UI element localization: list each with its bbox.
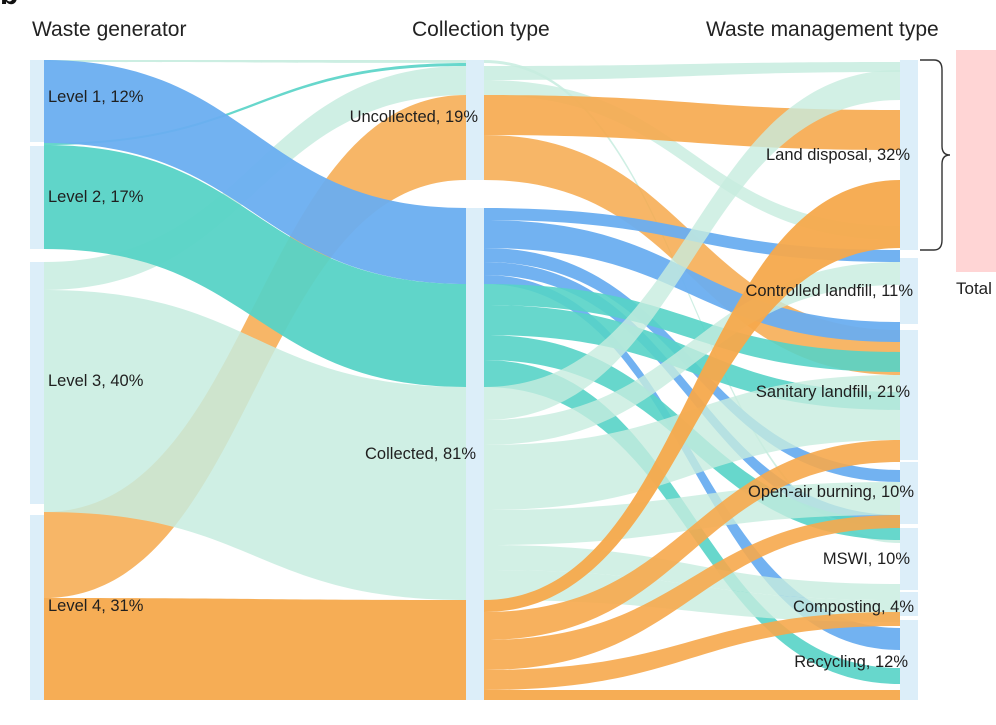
node-level-3	[30, 262, 44, 504]
flow-generator-collection-1	[44, 63, 466, 145]
flow-collection-management-21	[484, 440, 900, 640]
flow-collection-management-10	[484, 284, 900, 372]
generator-label-level-1: Level 1, 12%	[48, 88, 144, 106]
management-label-land-disposal: Land disposal, 32%	[765, 146, 910, 164]
node-management-5	[900, 592, 918, 616]
node-management-3	[900, 462, 918, 524]
flow-collection-management-17	[484, 482, 900, 545]
node-management-2	[900, 330, 918, 460]
collection-label-collected: Collected, 81%	[365, 445, 476, 463]
flow-collection-management-23	[484, 612, 900, 690]
total-indicator	[920, 50, 996, 272]
node-management-6	[900, 620, 918, 700]
flow-collection-management-16	[484, 375, 900, 510]
flow-collection-management-6	[484, 220, 900, 342]
node-level-1	[30, 60, 44, 142]
flow-collection-management-22	[484, 515, 900, 670]
node-management-4	[900, 528, 918, 590]
flow-collection-management-24	[484, 690, 900, 700]
header-waste-generator: Waste generator	[32, 18, 187, 41]
flow-collection-management-20	[484, 180, 900, 612]
node-uncollected	[466, 60, 484, 180]
management-label-sanitary-landfill: Sanitary landfill, 21%	[755, 383, 910, 401]
node-management-1	[900, 258, 918, 324]
management-label-open-air-burning: Open-air burning, 10%	[747, 483, 914, 501]
generator-label-level-4: Level 4, 31%	[48, 597, 144, 615]
header-collection-type: Collection type	[412, 18, 550, 41]
management-label-composting: Composting, 4%	[792, 598, 914, 616]
flow-collection-management-0	[484, 60, 900, 543]
total-label: Total	[956, 279, 992, 298]
flow-generator-collection-0	[44, 60, 466, 63]
sankey-nodes	[30, 60, 918, 700]
land-disposal-bracket	[920, 59, 951, 251]
generator-to-collection-flows	[44, 60, 466, 700]
flow-collection-management-2	[484, 80, 900, 240]
flow-collection-management-1	[484, 62, 900, 80]
panel-label: b	[0, 0, 18, 12]
node-level-4	[30, 515, 44, 700]
flow-generator-collection-4	[44, 60, 466, 284]
management-label-controlled-landfill: Controlled landfill, 11%	[745, 282, 913, 300]
collection-to-management-flows	[484, 60, 900, 700]
node-collected	[466, 208, 484, 700]
flow-generator-collection-7	[44, 598, 466, 700]
total-bar	[956, 50, 996, 272]
collection-label-uncollected: Uncollected, 19%	[349, 108, 478, 126]
generator-label-level-3: Level 3, 40%	[48, 372, 144, 390]
flow-generator-collection-5	[44, 145, 466, 387]
management-label-recycling: Recycling, 12%	[794, 653, 908, 671]
generator-label-level-2: Level 2, 17%	[48, 188, 144, 206]
node-management-0	[900, 60, 918, 250]
node-level-2	[30, 146, 44, 249]
management-label-mswi: MSWI, 10%	[822, 550, 910, 568]
header-waste-management-type: Waste management type	[706, 18, 939, 41]
flow-collection-management-14	[484, 70, 900, 420]
flow-generator-collection-6	[44, 290, 466, 600]
flow-collection-management-15	[484, 262, 900, 445]
